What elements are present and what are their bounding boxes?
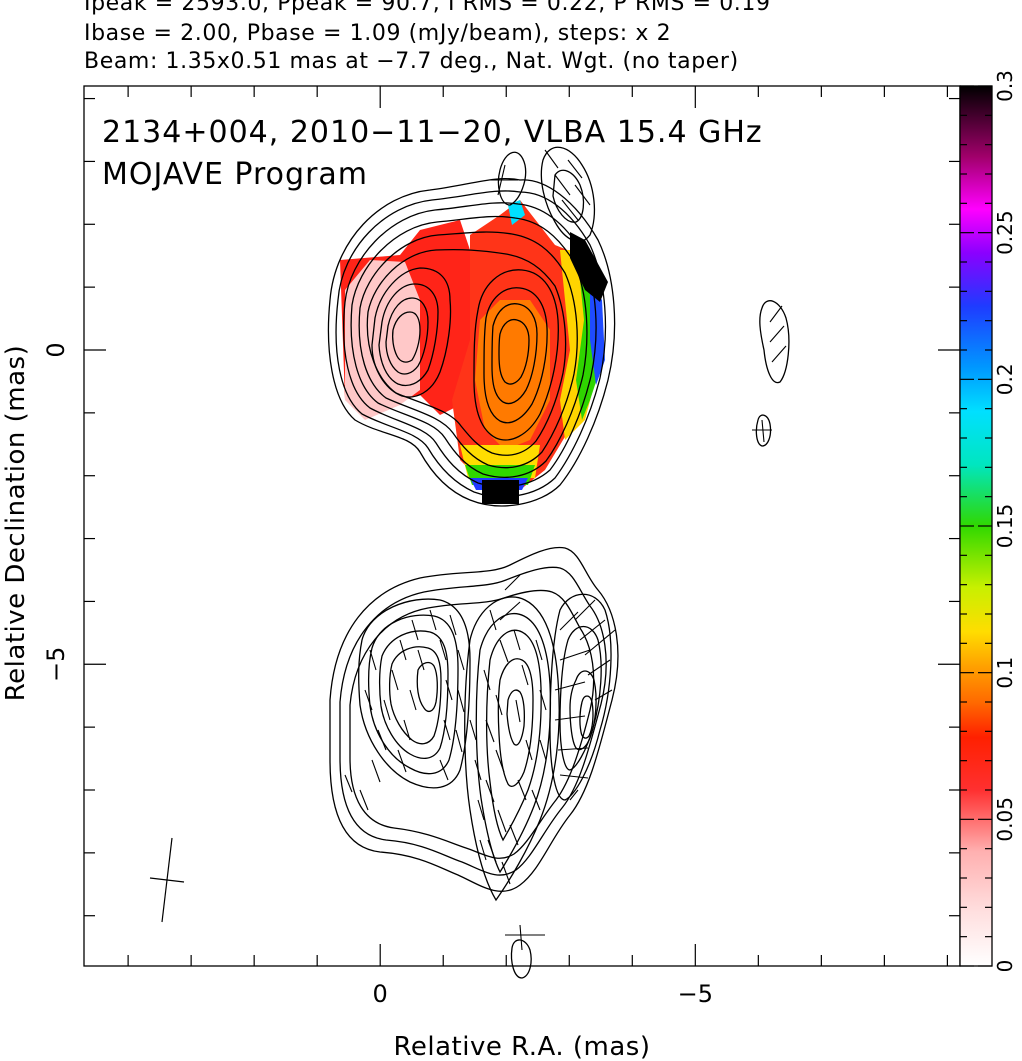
- contour-upper-6: [366, 248, 567, 456]
- contour-lower-3: [349, 589, 595, 859]
- y-axis-title: Relative Declination (mas): [1, 345, 31, 701]
- contour-lower-west-1: [464, 596, 560, 902]
- pol-region-west-core: [475, 300, 550, 450]
- pol-region-top-cyan: [508, 200, 525, 225]
- colorbar-tick-label: 0.3: [993, 70, 1017, 102]
- contour-upper-3: [342, 202, 597, 488]
- y-tick-label: −5: [42, 647, 70, 682]
- header-stats-line: Ipeak = 2593.0, Ppeak = 90.7, I RMS = 0.…: [84, 0, 771, 16]
- intensity-contours-lower: [329, 546, 619, 902]
- contour-lower-west-2: [475, 612, 552, 874]
- contour-lower-east-1: [358, 598, 471, 789]
- colorbar-tick-label: 0.25: [993, 210, 1017, 255]
- pol-region-east-core: [345, 260, 420, 420]
- x-tick-label: 0: [373, 980, 388, 1008]
- contour-upper-east-4: [391, 311, 421, 363]
- intensity-contours-upper: [327, 146, 790, 979]
- polarization-vectors: [344, 149, 787, 951]
- contour-ne-feature: [759, 300, 790, 384]
- contour-lower-east-5: [416, 661, 438, 713]
- contour-upper-jet-1: [497, 151, 527, 206]
- pol-region-ne-black: [570, 232, 608, 302]
- contour-lower-outer: [329, 546, 619, 892]
- chart-subtitle: MOJAVE Program: [102, 157, 368, 192]
- contour-lower-east-3: [378, 630, 449, 759]
- contour-upper-west-4: [498, 318, 530, 385]
- contour-upper-jet-3: [552, 169, 585, 223]
- contour-upper-5: [358, 231, 578, 469]
- colorbar-tick-labels: 0 0.05 0.1 0.15 0.2 0.25 0.3: [993, 70, 1017, 972]
- contour-lower-east-2: [368, 614, 459, 775]
- contour-upper-east-1: [371, 267, 452, 398]
- contour-lower-2: [339, 566, 607, 876]
- contour-upper-4: [350, 215, 588, 478]
- y-tick-labels: 0 −5: [42, 342, 70, 682]
- beam-minor-axis: [149, 877, 185, 883]
- contour-bottom-small: [510, 939, 532, 979]
- contour-lower-east-4: [388, 646, 442, 745]
- header-base-line: Ibase = 2.00, Pbase = 1.09 (mJy/beam), s…: [84, 21, 672, 46]
- polarization-fraction-fill: [340, 200, 608, 504]
- header-beam-line: Beam: 1.35x0.51 mas at −7.7 deg., Nat. W…: [84, 49, 739, 74]
- pol-region-south-black: [482, 480, 519, 504]
- colorbar-tick-label: 0.15: [993, 504, 1017, 549]
- frame-ticks: [84, 86, 960, 966]
- chart-title: 2134+004, 2010−11−20, VLBA 15.4 GHz: [102, 115, 763, 150]
- colorbar-tick-label: 0: [993, 960, 1017, 973]
- contour-lower-jet-1: [549, 593, 612, 801]
- contour-lower-jet-4: [579, 695, 594, 739]
- x-tick-labels: 0 −5: [373, 980, 713, 1008]
- colorbar-tick-label: 0.1: [993, 657, 1017, 689]
- y-tick-label: 0: [42, 342, 70, 357]
- contour-upper-west-2: [483, 287, 548, 424]
- colorbar-tick-label: 0.2: [993, 363, 1017, 395]
- contour-upper-jet-2: [540, 146, 596, 242]
- contour-lower-jet-2: [559, 625, 602, 771]
- beam-cross: [149, 837, 185, 923]
- contour-upper-east-2: [378, 283, 439, 387]
- contour-ne-small: [755, 414, 772, 447]
- x-axis-title: Relative R.A. (mas): [394, 1032, 651, 1061]
- colorbar-tick-label: 0.05: [993, 797, 1017, 842]
- contour-lower-west-5: [506, 689, 526, 746]
- contour-lower-west-4: [497, 658, 534, 787]
- contour-upper-west-1: [473, 269, 559, 441]
- contour-upper-2: [335, 190, 607, 498]
- contour-upper-east-3: [385, 297, 429, 375]
- contour-lower-west-3: [485, 629, 542, 842]
- x-tick-label: −5: [678, 980, 713, 1008]
- colorbar-ticks: [960, 85, 992, 967]
- contour-upper-west-3: [491, 303, 538, 405]
- contour-upper-outer: [327, 177, 616, 507]
